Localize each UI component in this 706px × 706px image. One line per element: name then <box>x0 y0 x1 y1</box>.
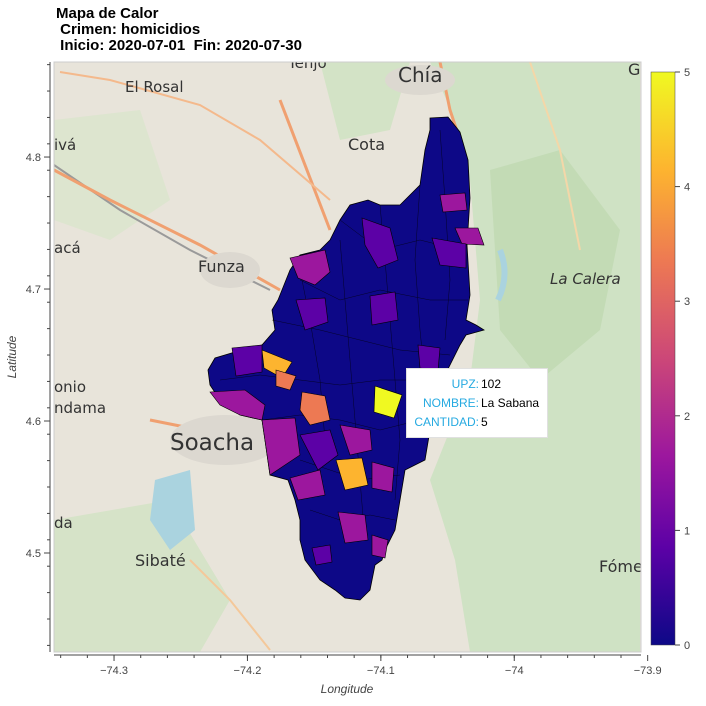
colorbar-tick-label: 5 <box>684 67 690 79</box>
x-tick-label: −74 <box>505 665 524 677</box>
tooltip-key: NOMBRE: <box>422 396 479 410</box>
colorbar-tick-label: 2 <box>684 411 690 423</box>
west-fields <box>54 110 170 240</box>
colorbar <box>650 71 676 646</box>
y-tick-label: 4.6 <box>26 416 41 428</box>
title-line-3: Inicio: 2020-07-01 Fin: 2020-07-30 <box>56 37 302 54</box>
place-label: ndama <box>54 399 106 417</box>
road-north <box>278 99 332 231</box>
region[interactable] <box>289 469 326 501</box>
y-axis-label: Latitude <box>5 335 19 378</box>
southwest-hills <box>54 500 230 652</box>
place-label: onio <box>54 378 86 396</box>
place-label: La Calera <box>550 270 621 288</box>
x-tick-label: −74.1 <box>367 665 395 677</box>
region[interactable] <box>231 344 263 377</box>
region[interactable] <box>295 297 329 331</box>
place-label: Funza <box>198 257 245 276</box>
region[interactable] <box>289 249 331 286</box>
tooltip-row-upz: UPZ: 102 <box>407 377 547 393</box>
plot-frame <box>53 61 642 653</box>
title-line-2: Crimen: homicidios <box>56 21 201 38</box>
colorbar-tick-label: 4 <box>684 182 690 194</box>
tooltip-value: La Sabana <box>481 396 540 410</box>
region[interactable] <box>373 385 403 419</box>
region[interactable] <box>361 217 399 269</box>
road-east <box>529 62 581 251</box>
region[interactable] <box>439 192 468 213</box>
place-label: Tenjo <box>287 54 327 72</box>
hover-tooltip: UPZ: 102 NOMBRE: La Sabana CANTIDAD: 5 <box>406 368 548 438</box>
colorbar-tick-label: 0 <box>684 640 690 652</box>
place-label: Fóme <box>599 557 643 576</box>
y-tick-label: 4.8 <box>26 152 41 164</box>
region[interactable] <box>275 369 297 391</box>
region[interactable] <box>339 424 373 456</box>
tooltip-value: 102 <box>481 377 502 391</box>
place-label: Cota <box>348 135 385 154</box>
road-sibate <box>189 559 271 651</box>
region[interactable] <box>371 534 389 559</box>
region[interactable] <box>299 429 339 471</box>
colorbar-tick-label: 1 <box>684 525 690 537</box>
x-tick-label: −73.9 <box>634 665 662 677</box>
calera-lake <box>495 248 508 302</box>
tooltip-row-cantidad: CANTIDAD: 5 <box>407 415 547 431</box>
region[interactable] <box>431 237 467 269</box>
y-tick-label: 4.7 <box>26 284 41 296</box>
y-axis: 4.5 4.6 4.7 4.8 <box>26 62 51 652</box>
bogota-base-region[interactable] <box>207 116 485 601</box>
region[interactable] <box>261 417 301 476</box>
place-label: ivá <box>54 136 76 154</box>
region[interactable] <box>417 344 441 371</box>
colorbar-tick-label: 3 <box>684 296 690 308</box>
x-tick-label: −74.3 <box>100 665 128 677</box>
place-label: Soacha <box>170 430 254 456</box>
place-label: El Rosal <box>125 78 184 96</box>
x-tick-label: −74.2 <box>234 665 262 677</box>
x-axis-label: Longitude <box>321 682 374 696</box>
place-label: acá <box>54 239 81 257</box>
road-el-rosal <box>59 71 331 201</box>
place-label: G <box>628 60 640 79</box>
soacha-area <box>170 415 280 465</box>
title-line-1: Mapa de Calor <box>56 5 159 22</box>
colorbar-ticks: 0 1 2 3 4 5 <box>675 67 690 652</box>
region[interactable] <box>371 461 395 493</box>
tooltip-key: UPZ: <box>451 377 479 391</box>
x-axis: −74.3 −74.2 −74.1 −74 −73.9 <box>54 654 662 677</box>
tooltip-row-nombre: NOMBRE: La Sabana <box>407 396 547 412</box>
chia-area <box>385 65 455 95</box>
region[interactable] <box>337 511 369 544</box>
reservoir <box>150 470 195 550</box>
hills-patch <box>490 150 620 380</box>
basemap-tiles[interactable]: El Rosal Tenjo Chía Cota Funza La Calera… <box>54 54 643 652</box>
region[interactable] <box>335 457 369 491</box>
place-label: da <box>54 514 73 532</box>
chart-title: Mapa de Calor Crimen: homicidios Inicio:… <box>56 6 302 54</box>
region[interactable] <box>311 544 333 566</box>
region[interactable] <box>454 227 485 246</box>
tooltip-key: CANTIDAD: <box>414 415 479 429</box>
place-label: Sibaté <box>135 551 186 570</box>
region[interactable] <box>369 291 399 326</box>
tooltip-value: 5 <box>481 415 488 429</box>
funza-area <box>200 252 260 288</box>
region[interactable] <box>299 391 331 426</box>
y-tick-label: 4.5 <box>26 548 41 560</box>
place-label: Chía <box>398 63 442 87</box>
